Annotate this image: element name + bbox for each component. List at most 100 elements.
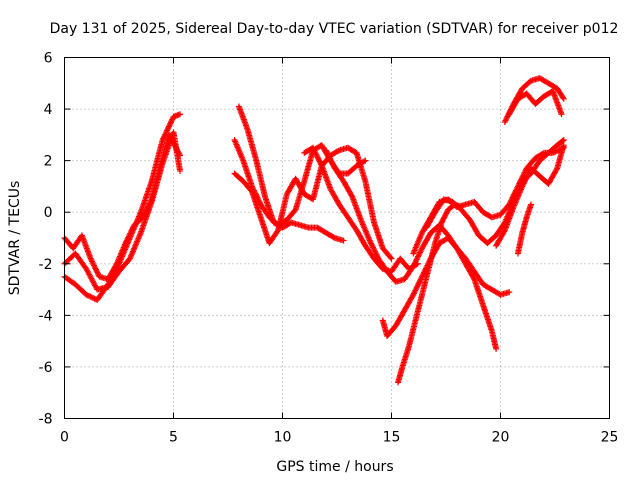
data-point [372, 248, 379, 255]
data-point [95, 270, 102, 277]
data-point [127, 230, 134, 237]
data-point [327, 155, 334, 162]
data-point [315, 155, 322, 162]
data-point [84, 292, 91, 299]
data-point [415, 252, 422, 259]
data-point [127, 229, 134, 236]
y-tick-label: -4 [39, 308, 53, 324]
data-point [325, 151, 332, 158]
data-point [92, 265, 99, 272]
data-point [329, 159, 336, 166]
data-point [410, 290, 417, 297]
data-point [328, 158, 335, 165]
data-point [88, 257, 95, 264]
data-point [526, 169, 533, 176]
data-point [310, 144, 317, 151]
data-point [410, 263, 417, 270]
data-point [558, 111, 565, 118]
data-point [125, 234, 132, 241]
data-point [374, 252, 381, 259]
data-point [91, 263, 98, 270]
data-point [410, 261, 417, 268]
data-point [418, 246, 425, 253]
data-point [311, 147, 318, 154]
data-point [89, 259, 96, 266]
data-point [519, 182, 526, 189]
x-tick-label: 0 [60, 430, 69, 446]
data-point [93, 268, 100, 275]
data-point [160, 135, 167, 142]
data-point [317, 160, 324, 167]
data-point [521, 179, 528, 186]
data-point [316, 158, 323, 165]
data-point [164, 126, 171, 133]
data-point [370, 244, 377, 251]
data-point [324, 150, 331, 157]
data-point [503, 116, 510, 123]
series-track-15 [506, 88, 565, 118]
data-point [523, 175, 530, 182]
y-tick-label: -6 [39, 360, 53, 376]
data-point [414, 255, 421, 262]
data-point [327, 157, 334, 164]
series-track-13 [493, 142, 567, 249]
data-point [368, 240, 375, 247]
data-point [334, 148, 341, 155]
data-point [502, 117, 509, 124]
data-point [165, 124, 172, 131]
chart-title: Day 131 of 2025, Sidereal Day-to-day VTE… [50, 21, 619, 37]
data-point [506, 289, 513, 296]
data-point [274, 228, 281, 235]
data-point [414, 282, 421, 289]
data-point [503, 114, 510, 121]
data-point [113, 262, 120, 269]
series-track-6 [231, 144, 395, 262]
x-axis-label: GPS time / hours [276, 459, 393, 475]
data-points [61, 75, 567, 386]
data-point [90, 294, 97, 301]
data-point [129, 226, 136, 233]
series-track-10 [395, 201, 465, 386]
data-point [162, 130, 169, 137]
data-point [373, 251, 380, 258]
data-point [83, 291, 90, 298]
data-point [169, 116, 176, 123]
data-point [412, 259, 419, 266]
data-point [366, 237, 373, 244]
data-point [329, 161, 336, 168]
x-tick-label: 15 [383, 430, 401, 446]
data-point [167, 120, 174, 127]
series-track-2 [61, 131, 184, 283]
data-point [523, 173, 530, 180]
series-track-1 [61, 111, 184, 303]
data-point [163, 128, 170, 135]
data-point [94, 269, 101, 276]
data-point [312, 150, 319, 157]
data-point [314, 154, 321, 161]
data-point [387, 254, 394, 261]
data-point [412, 286, 419, 293]
data-point [411, 260, 418, 267]
data-point [87, 293, 94, 300]
data-point [559, 94, 566, 101]
data-point [413, 256, 420, 263]
data-point [417, 248, 424, 255]
data-point [128, 227, 135, 234]
data-point [560, 137, 567, 144]
y-tick-label: -8 [39, 412, 53, 428]
data-point [412, 257, 419, 264]
data-point [330, 234, 337, 241]
x-tick-label: 25 [601, 430, 619, 446]
data-point [416, 279, 423, 286]
data-point [312, 148, 319, 155]
data-point [325, 152, 332, 159]
data-point [411, 288, 418, 295]
data-point [368, 241, 375, 248]
data-point [122, 240, 129, 247]
data-point [522, 176, 529, 183]
data-point [91, 262, 98, 269]
series-track-16 [514, 201, 535, 257]
data-point [372, 250, 379, 257]
data-point [501, 228, 508, 235]
data-point [177, 167, 184, 174]
